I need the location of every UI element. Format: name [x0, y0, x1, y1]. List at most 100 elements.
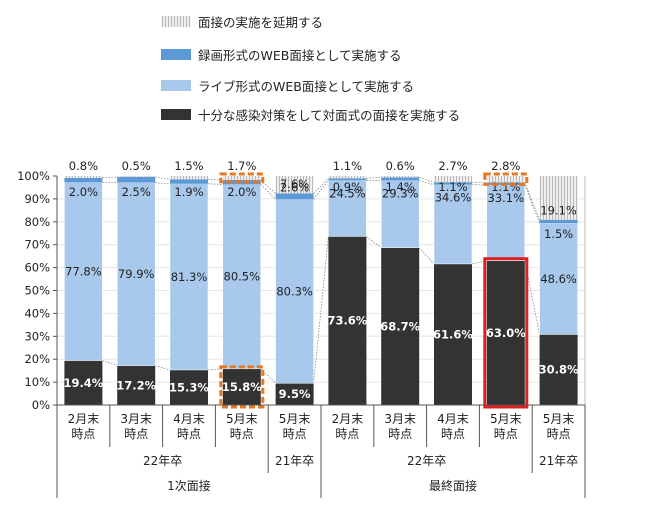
y-axis: 0% 10% 20% 30% 40% 50% 60% 70% 80% 90% 100%: [17, 169, 586, 412]
bar-segment: [116, 182, 156, 366]
group-label: 22年卒: [143, 454, 182, 468]
data-label: 73.6%: [327, 314, 367, 328]
bar-segment: [170, 179, 208, 184]
bar-segment: [434, 182, 472, 185]
bar-segment: [328, 180, 367, 237]
bar-segment: [433, 184, 473, 265]
y-tick-label: 70%: [24, 238, 50, 252]
connector-line: [524, 184, 540, 224]
data-label: 80.5%: [224, 270, 261, 284]
legend-swatch: [161, 16, 191, 27]
data-label: 33.1%: [488, 191, 525, 205]
data-label: 0.5%: [122, 159, 151, 173]
legend: 面接の実施を延期する録画形式のWEB面接として実施するライブ形式のWEB面接とし…: [161, 15, 460, 123]
y-tick-label: 50%: [24, 284, 50, 298]
legend-label: ライブ形式のWEB面接として実施する: [198, 79, 414, 94]
x-tick-label: 時点: [71, 427, 95, 441]
data-label: 1.5%: [174, 159, 203, 173]
data-label: 0.8%: [69, 159, 98, 173]
connector-line: [155, 365, 171, 371]
data-label: 1.1%: [491, 180, 520, 194]
legend-swatch: [161, 109, 191, 120]
x-tick-label: 時点: [388, 427, 412, 441]
data-label: 2.0%: [69, 185, 98, 199]
x-tick-label: 時点: [124, 427, 148, 441]
data-label: 77.8%: [65, 264, 102, 278]
legend-swatch: [161, 49, 191, 60]
x-tick-label: 4月末: [437, 412, 469, 426]
y-tick-label: 90%: [24, 192, 50, 206]
bar-segment: [381, 247, 420, 405]
group-label: 21年卒: [275, 454, 314, 468]
legend-label: 十分な感染対策をして対面式の面接を実施する: [198, 108, 460, 123]
bar-segment: [486, 176, 525, 183]
y-tick-label: 20%: [24, 352, 50, 366]
x-tick-label: 時点: [177, 427, 201, 441]
bar-segment: [380, 180, 420, 248]
x-tick-label: 5月末: [490, 412, 522, 426]
group-label: 1次面接: [167, 478, 211, 493]
bar-segment: [539, 334, 578, 405]
data-label: 79.9%: [118, 267, 155, 281]
bar-segment: [328, 178, 367, 181]
bar-segment: [486, 184, 526, 261]
connector-line: [102, 176, 118, 179]
data-label: 30.8%: [539, 363, 579, 377]
legend-label: 録画形式のWEB面接として実施する: [198, 48, 401, 63]
data-label: 2.6%: [280, 180, 309, 194]
y-tick-label: 0%: [32, 398, 50, 412]
x-tick-label: 3月末: [384, 412, 416, 426]
bar-segment: [275, 383, 314, 405]
bar-segment: [117, 365, 156, 405]
data-label: 63.0%: [486, 326, 526, 340]
bar-segment: [381, 176, 420, 178]
data-label: 29.3%: [382, 187, 419, 201]
bar-segment: [170, 369, 208, 405]
data-label: 68.7%: [380, 319, 420, 333]
x-tick-label: 5月末: [543, 412, 575, 426]
x-tick-label: 時点: [230, 427, 254, 441]
bar-segment: [328, 236, 367, 405]
data-label: 15.8%: [222, 380, 262, 394]
bar-segment: [64, 182, 103, 361]
connector-line: [524, 182, 540, 220]
bars: 19.4% 77.8% 2.0% 0.8% 17.2% 79.9% 2.5% 0.5% 15.3…: [63, 159, 579, 405]
data-label: 1.1%: [333, 159, 362, 173]
data-label: 7.6%: [280, 177, 309, 191]
connector-line: [313, 180, 329, 200]
connector-line: [418, 247, 435, 265]
data-label: 15.3%: [169, 380, 209, 394]
data-label: 2.5%: [122, 185, 151, 199]
data-label: 48.6%: [540, 272, 577, 286]
data-label: 34.6%: [435, 191, 472, 205]
legend-swatch: [161, 80, 191, 91]
data-label: 19.4%: [63, 376, 103, 390]
y-tick-label: 100%: [17, 169, 50, 183]
bar-segment: [275, 193, 314, 200]
bar-segment: [222, 184, 262, 370]
bar-segment: [328, 176, 367, 179]
x-tick-label: 時点: [441, 427, 465, 441]
connector-line: [313, 236, 329, 384]
bar-segment: [169, 183, 209, 371]
highlight-box: [219, 365, 265, 409]
data-label: 2.7%: [438, 159, 467, 173]
connector-line: [260, 184, 276, 200]
x-tick-label: 時点: [547, 427, 571, 441]
bar-segment: [117, 176, 156, 183]
y-tick-label: 10%: [24, 375, 50, 389]
x-tick-label: 時点: [494, 427, 518, 441]
x-tick-label: 5月末: [226, 412, 258, 426]
connector-lines: [102, 176, 540, 384]
data-label: 80.3%: [276, 284, 313, 298]
connector-line: [313, 178, 329, 194]
data-label: 1.9%: [174, 185, 203, 199]
bar-segment: [539, 222, 578, 335]
data-label: 19.1%: [540, 204, 577, 218]
connector-line: [419, 177, 435, 183]
bar-segment: [222, 179, 261, 185]
bar-segment: [222, 368, 261, 405]
data-label: 81.3%: [171, 270, 208, 284]
data-label: 2.8%: [491, 159, 520, 173]
highlight-box: [483, 172, 529, 186]
